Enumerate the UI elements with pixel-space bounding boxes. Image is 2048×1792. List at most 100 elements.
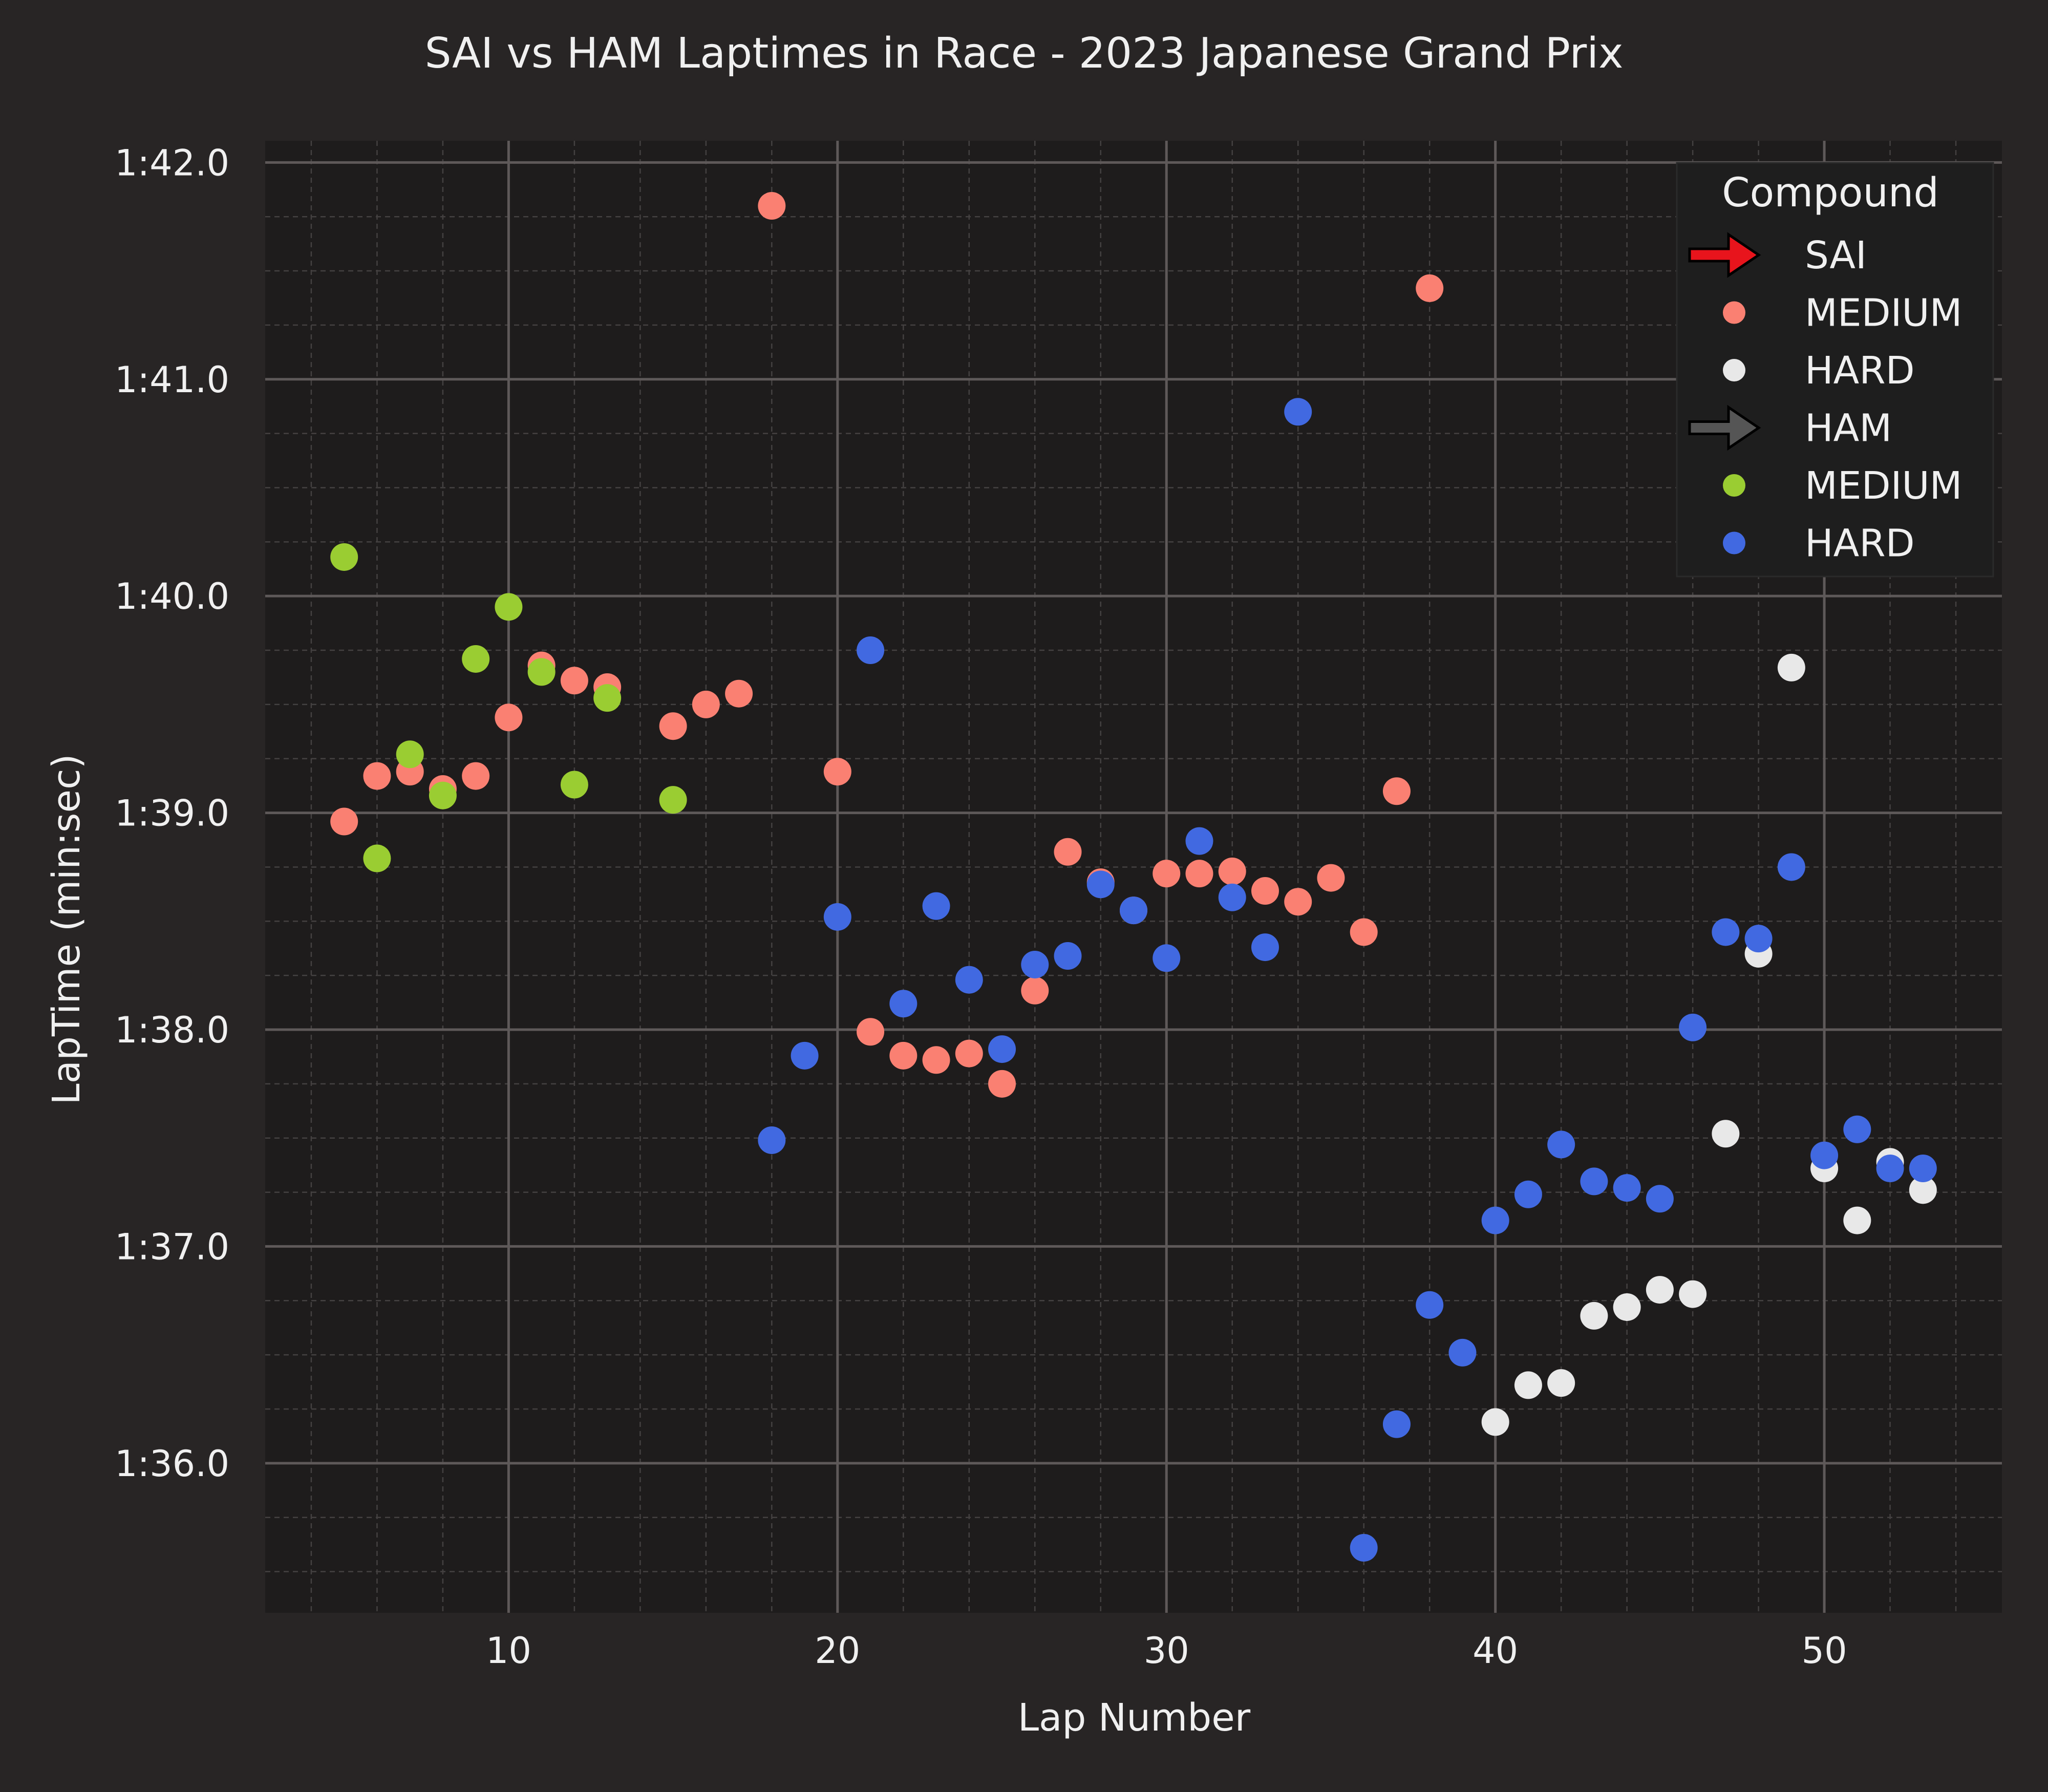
x-tick-label: 40 [1473, 1630, 1518, 1672]
data-point-ham-medium [330, 543, 358, 571]
data-point-ham-hard [1218, 883, 1246, 911]
x-tick-label: 20 [815, 1630, 860, 1672]
data-point-sai-hard [1547, 1369, 1575, 1397]
data-point-ham-hard [1481, 1206, 1509, 1234]
data-point-ham-hard [955, 966, 983, 994]
data-point-sai-medium [988, 1070, 1016, 1098]
data-point-sai-hard [1712, 1120, 1740, 1148]
data-point-sai-medium [1185, 860, 1213, 888]
data-point-sai-medium [330, 807, 358, 836]
data-point-ham-hard [1185, 827, 1213, 855]
chart-title: SAI vs HAM Laptimes in Race - 2023 Japan… [424, 29, 1623, 78]
data-point-sai-medium [692, 690, 720, 718]
data-point-sai-medium [495, 703, 523, 732]
data-point-ham-hard [1909, 1154, 1937, 1182]
data-point-sai-medium [1317, 864, 1345, 892]
data-point-sai-medium [1284, 888, 1312, 916]
data-point-sai-medium [1218, 857, 1246, 885]
y-tick-label: 1:37.0 [115, 1226, 229, 1268]
x-axis-ticks: 10 20 30 40 50 [486, 1630, 1847, 1672]
data-point-ham-hard [1580, 1167, 1608, 1196]
data-point-sai-medium [857, 1018, 885, 1046]
data-point-sai-medium [1382, 777, 1411, 805]
data-point-ham-medium [462, 645, 490, 673]
data-point-ham-hard [1547, 1130, 1575, 1159]
data-point-ham-hard [1810, 1141, 1839, 1169]
data-point-ham-hard [1712, 918, 1740, 946]
data-point-ham-hard [1744, 925, 1773, 953]
data-point-ham-hard [823, 903, 851, 931]
data-point-sai-hard [1646, 1276, 1674, 1304]
data-point-sai-medium [462, 762, 490, 790]
legend-marker [1723, 474, 1745, 497]
data-point-ham-hard [922, 892, 950, 920]
data-point-ham-hard [791, 1041, 819, 1070]
data-point-ham-medium [363, 844, 391, 872]
data-point-ham-medium [560, 771, 588, 799]
data-point-sai-medium [922, 1046, 950, 1074]
data-points [330, 192, 1937, 1562]
legend-label-driver: SAI [1805, 233, 1867, 278]
data-point-ham-hard [889, 990, 918, 1018]
data-point-ham-hard [1613, 1174, 1641, 1202]
data-point-ham-hard [1448, 1338, 1477, 1367]
data-point-ham-medium [527, 658, 556, 686]
data-point-sai-medium [725, 679, 753, 708]
data-point-sai-medium [1153, 860, 1181, 888]
data-point-sai-hard [1580, 1302, 1608, 1330]
data-point-sai-hard [1679, 1280, 1707, 1308]
x-tick-label: 10 [486, 1630, 531, 1672]
y-tick-label: 1:38.0 [115, 1009, 229, 1051]
data-point-ham-hard [1843, 1115, 1871, 1143]
y-tick-label: 1:41.0 [115, 359, 229, 401]
data-point-ham-hard [1416, 1291, 1444, 1319]
data-point-ham-hard [1679, 1013, 1707, 1041]
legend-arrow-icon [1688, 404, 1761, 451]
data-point-sai-hard [1613, 1293, 1641, 1321]
data-point-ham-hard [1284, 398, 1312, 426]
data-point-sai-medium [889, 1041, 918, 1070]
data-point-ham-hard [857, 636, 885, 665]
data-point-sai-medium [1251, 877, 1279, 905]
data-point-sai-medium [560, 667, 588, 695]
data-point-ham-hard [1054, 942, 1082, 970]
data-point-ham-hard [1251, 933, 1279, 962]
legend-label-driver: HAM [1805, 407, 1892, 451]
y-tick-label: 1:40.0 [115, 575, 229, 617]
legend-label-compound: HARD [1805, 349, 1915, 393]
y-tick-label: 1:42.0 [115, 142, 229, 184]
legend-marker [1723, 531, 1745, 554]
y-tick-label: 1:36.0 [115, 1443, 229, 1485]
data-point-ham-hard [1876, 1154, 1904, 1182]
data-point-ham-medium [495, 593, 523, 621]
data-point-sai-medium [758, 192, 786, 220]
data-point-sai-medium [659, 712, 687, 740]
legend: Compound SAI MEDIUM HARD HAM MEDIUM HARD [1676, 162, 1994, 578]
data-point-sai-hard [1843, 1206, 1871, 1234]
data-point-ham-medium [429, 781, 457, 809]
y-tick-label: 1:39.0 [115, 793, 229, 835]
data-point-sai-medium [1054, 838, 1082, 866]
data-point-sai-medium [1350, 918, 1378, 946]
data-point-ham-hard [758, 1126, 786, 1154]
data-point-sai-medium [363, 762, 391, 790]
data-point-ham-hard [1350, 1533, 1378, 1562]
data-point-ham-hard [988, 1035, 1016, 1063]
data-point-ham-hard [1021, 950, 1049, 978]
data-point-ham-hard [1086, 870, 1115, 899]
data-point-sai-medium [1021, 976, 1049, 1005]
legend-label-compound: MEDIUM [1805, 464, 1962, 508]
legend-arrow-icon [1688, 232, 1761, 278]
data-point-ham-hard [1153, 944, 1181, 972]
data-point-ham-hard [1777, 853, 1805, 881]
legend-label-compound: MEDIUM [1805, 291, 1962, 335]
y-axis-ticks: 1:36.0 1:37.0 1:38.0 1:39.0 1:40.0 1:41.0 1:42… [115, 142, 229, 1485]
data-point-sai-hard [1481, 1408, 1509, 1436]
x-axis-label: Lap Number [1018, 1696, 1251, 1740]
data-point-sai-hard [1909, 1176, 1937, 1204]
data-point-ham-hard [1514, 1180, 1542, 1208]
data-point-sai-hard [1777, 653, 1805, 681]
legend-marker [1723, 301, 1745, 324]
x-tick-label: 50 [1802, 1630, 1847, 1672]
